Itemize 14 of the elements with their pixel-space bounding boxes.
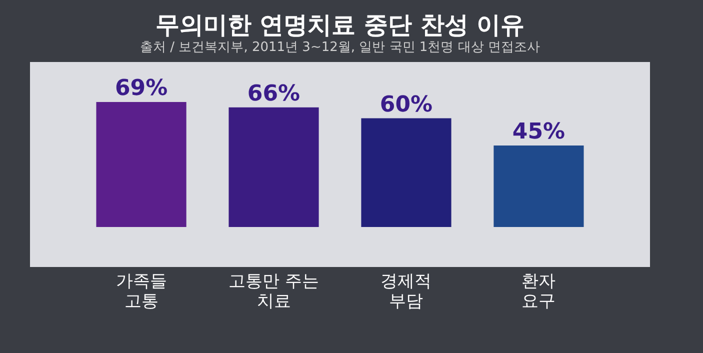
x-tick-label: 경제적 부담 (380, 272, 432, 312)
x-tick-label: 고통만 주는 치료 (228, 272, 319, 312)
x-tick-label: 가족들 고통 (116, 272, 167, 312)
bar (361, 118, 452, 227)
data-label: 66% (247, 81, 300, 106)
bar (494, 145, 584, 227)
bar (228, 107, 319, 227)
data-label: 69% (114, 76, 168, 101)
bar (96, 102, 186, 227)
data-label: 45% (512, 119, 566, 144)
x-tick-label: 환자 요구 (522, 272, 556, 312)
chart-title: 무의미한 연명치료 중단 찬성 이유 (155, 11, 525, 39)
data-label: 60% (380, 92, 433, 118)
chart-subtitle: 출처 / 보건복지부, 2011년 3~12월, 일반 국민 1천명 대상 면접조사 (140, 40, 540, 55)
